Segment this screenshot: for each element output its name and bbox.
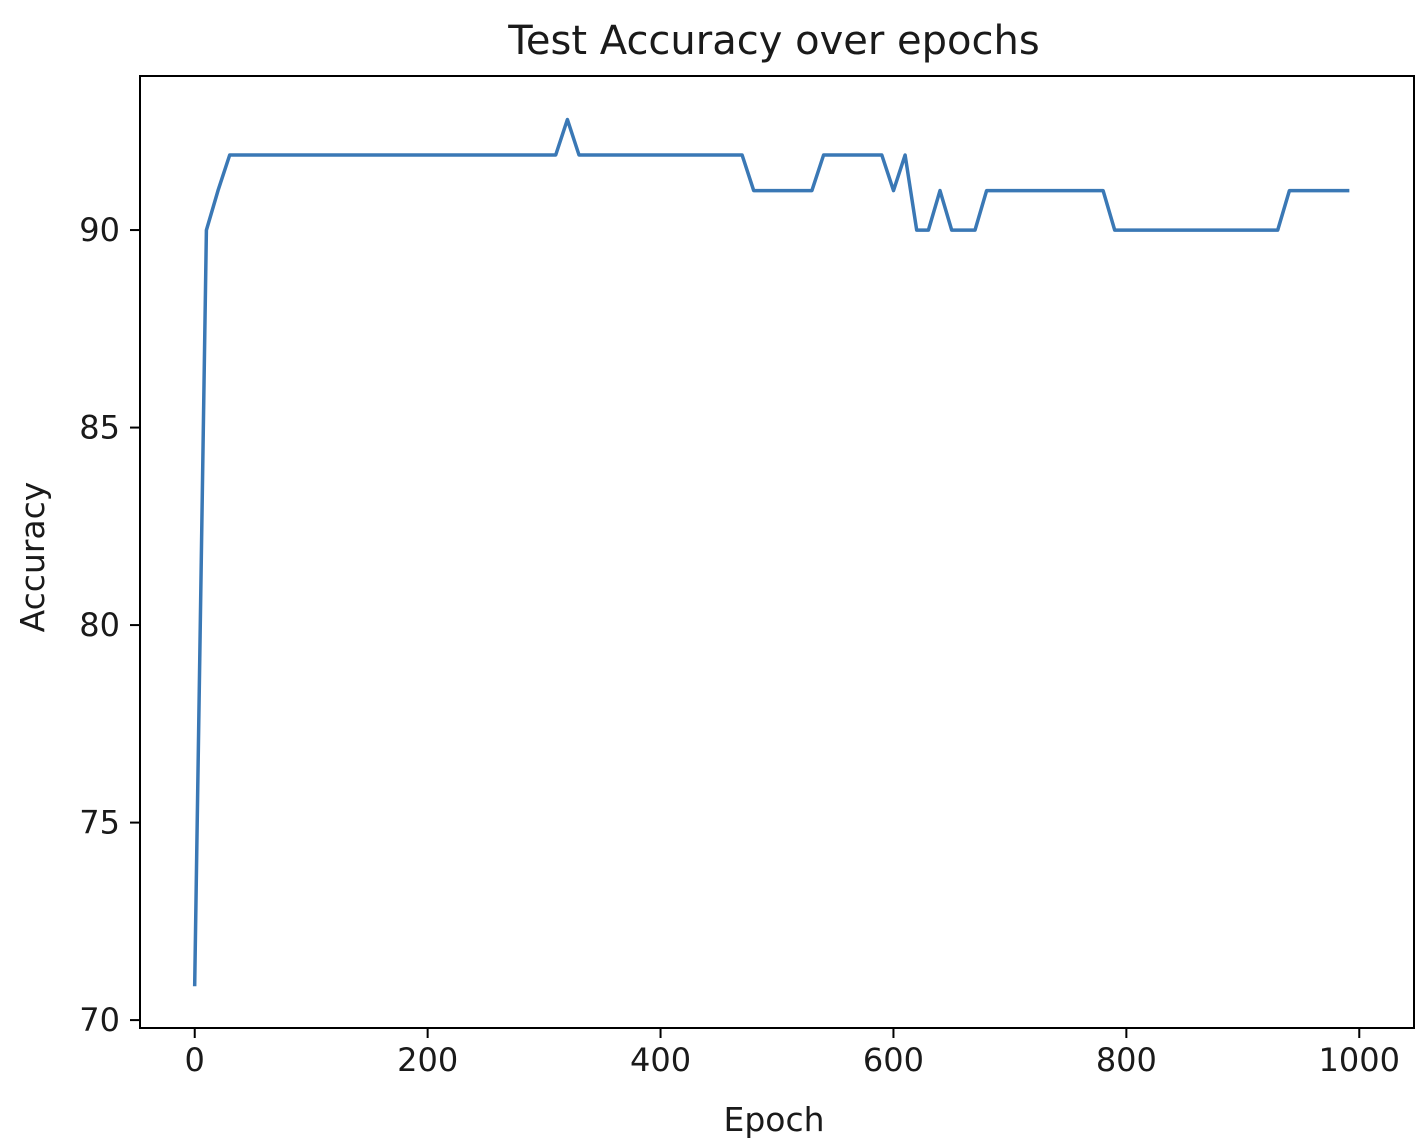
accuracy-series-line bbox=[192, 117, 1350, 987]
x-tick-label: 400 bbox=[630, 1041, 691, 1079]
plot-area bbox=[139, 75, 1415, 1029]
x-axis-label: Epoch bbox=[723, 1100, 824, 1139]
y-tick-label: 75 bbox=[79, 804, 120, 842]
x-tick-label: 200 bbox=[397, 1041, 458, 1079]
x-tick-label: 800 bbox=[1096, 1041, 1157, 1079]
y-tick-label: 90 bbox=[79, 211, 120, 249]
y-tick-label: 80 bbox=[79, 606, 120, 644]
x-tick-label: 1000 bbox=[1319, 1041, 1400, 1079]
x-axis: 0 200 400 600 800 1000 bbox=[185, 1028, 1400, 1079]
x-tick-label: 600 bbox=[863, 1041, 924, 1079]
x-tick-label: 0 bbox=[185, 1041, 205, 1079]
y-axis-label: Accuracy bbox=[13, 482, 52, 633]
chart-title: Test Accuracy over epochs bbox=[507, 18, 1039, 64]
y-axis: 70 75 80 85 90 bbox=[79, 211, 140, 1039]
series-layer bbox=[192, 117, 1350, 987]
y-tick-label: 70 bbox=[79, 1001, 120, 1039]
y-tick-label: 85 bbox=[79, 409, 120, 447]
